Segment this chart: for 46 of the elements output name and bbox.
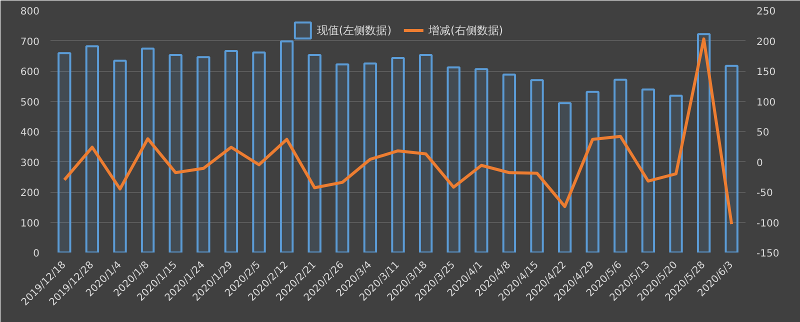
y-tick-label: 800: [20, 6, 40, 18]
y2-tick-label: -100: [756, 218, 780, 230]
y2-tick-label: -50: [756, 188, 773, 199]
y2-tick-label: -150: [756, 248, 780, 260]
y-tick-label: 200: [20, 188, 40, 199]
bar: [669, 94, 683, 252]
y2-tick-label: 150: [756, 67, 776, 78]
bar: [113, 60, 127, 252]
bar: [418, 54, 433, 252]
bar: [308, 54, 322, 252]
bar: [58, 52, 72, 252]
y-tick-label: 500: [20, 97, 40, 108]
bar: [363, 62, 378, 252]
bar: [641, 88, 656, 252]
bar: [336, 63, 350, 252]
y-tick-label: 100: [20, 218, 40, 230]
y-tick-label: 300: [20, 158, 40, 169]
y2-tick-label: 250: [756, 6, 776, 18]
y2-tick-label: 200: [756, 36, 776, 48]
y-tick-label: 600: [20, 67, 40, 78]
bar: [224, 50, 238, 252]
bar: [391, 56, 405, 252]
bar: [280, 40, 294, 252]
legend-label: 现值(左侧数据): [316, 22, 392, 38]
bar: [502, 74, 516, 252]
line-series: [62, 37, 734, 226]
y2-tick-label: 100: [756, 97, 776, 108]
y-tick-label: 0: [33, 248, 40, 260]
legend-label: 增减(右侧数据): [428, 22, 504, 38]
bar: [530, 79, 544, 252]
bar: [252, 52, 266, 252]
bar: [85, 45, 100, 252]
y2-tick-label: 50: [756, 128, 770, 138]
y-tick-label: 400: [20, 128, 40, 138]
bar: [614, 78, 628, 252]
bar: [474, 68, 488, 252]
y2-tick-label: 0: [756, 158, 763, 169]
bar: [586, 90, 600, 252]
bar: [696, 33, 711, 252]
y-tick-label: 700: [20, 36, 40, 48]
bar: [446, 66, 460, 252]
bar: [168, 54, 182, 252]
bar: [724, 64, 738, 252]
bar: [558, 102, 572, 252]
bar: [140, 48, 155, 252]
bar: [196, 56, 210, 252]
